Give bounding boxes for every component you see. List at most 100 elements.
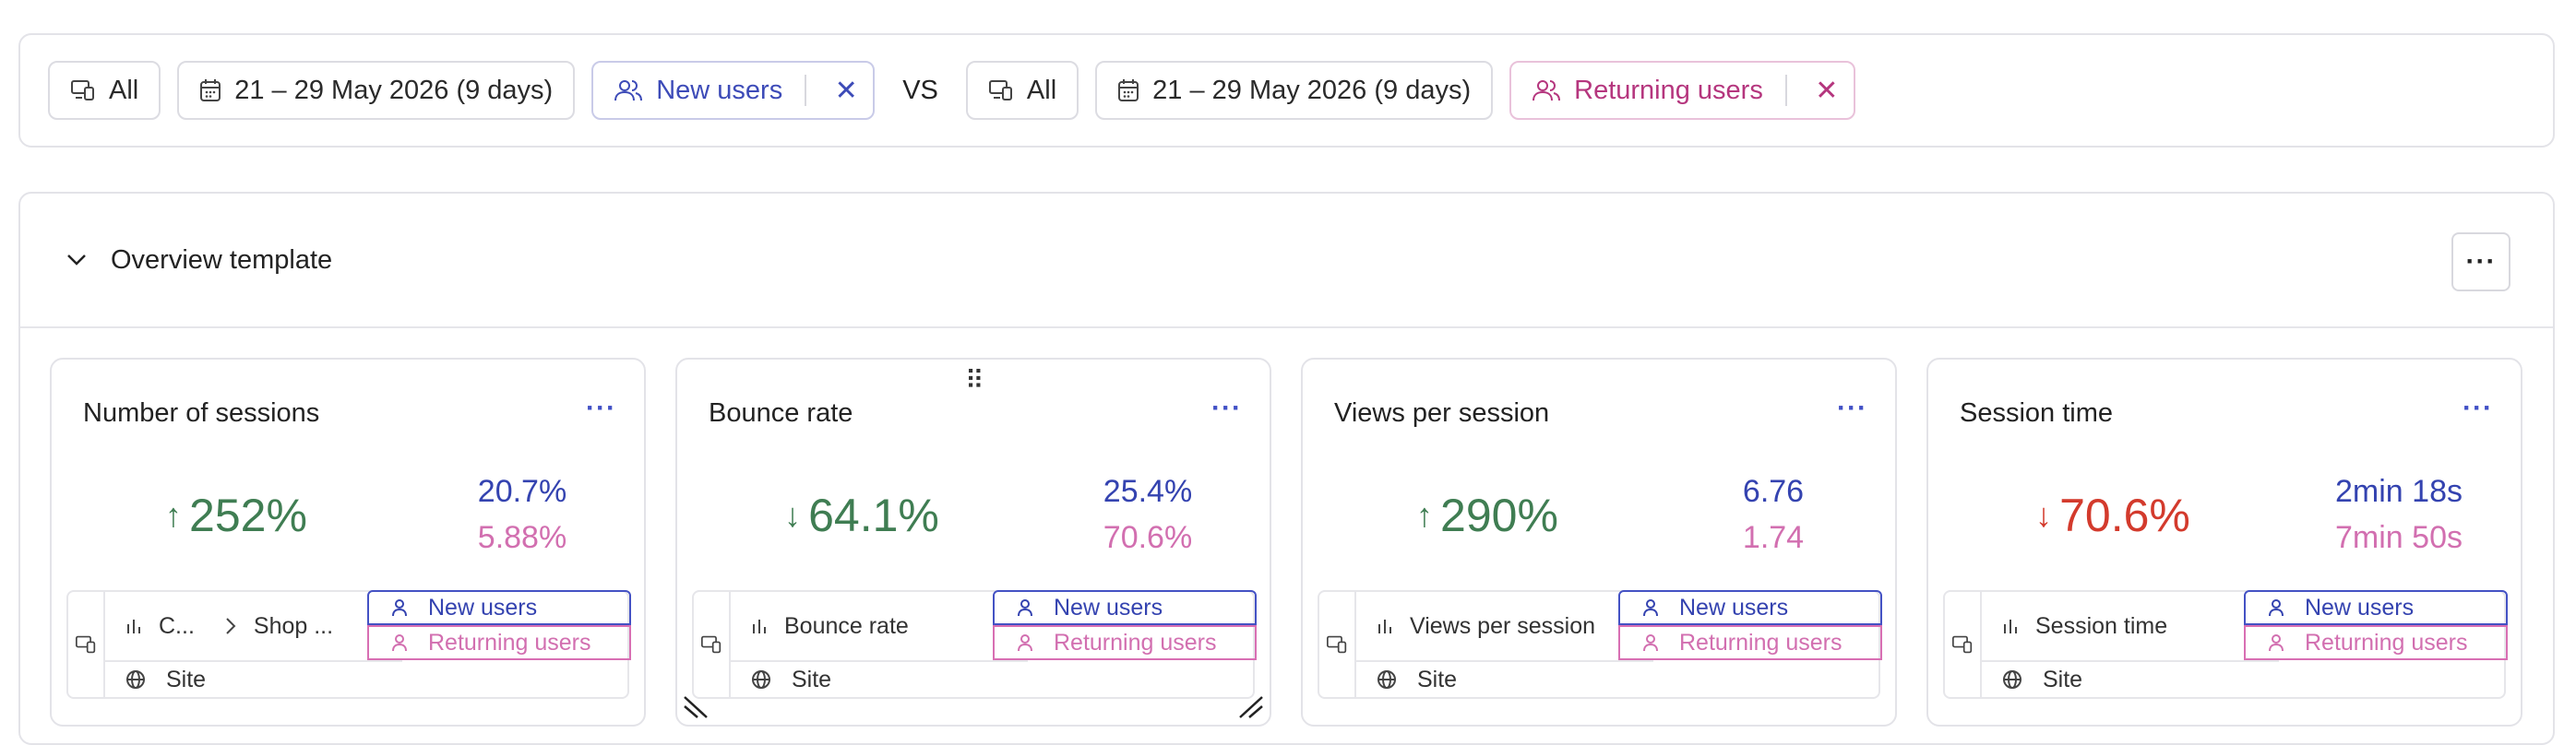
scope-label: Site: [166, 666, 207, 692]
delta-text: 70.6%: [2059, 490, 2190, 541]
remove-segment-close-icon[interactable]: ✕: [1815, 75, 1839, 106]
date-filter-right[interactable]: 21 – 29 May 2026 (9 days): [1095, 61, 1494, 120]
metric-cell[interactable]: Session time: [1982, 592, 2279, 662]
value-returning-users: 70.6%: [1103, 520, 1193, 555]
segment-label: New users: [428, 594, 538, 621]
segment-filter-returning-users[interactable]: Returning users ✕: [1509, 61, 1855, 120]
card-more-button[interactable]: ···: [1837, 393, 1867, 423]
metric-label: Views per session: [1410, 612, 1596, 639]
query-summary: Bounce rate New users Returning users Si…: [692, 590, 1257, 699]
segment-returning-users[interactable]: Returning users: [1618, 625, 1882, 660]
card-more-button[interactable]: ···: [1211, 393, 1242, 423]
metric-cell[interactable]: Bounce rate: [731, 592, 1028, 662]
device-icon: [1952, 635, 1973, 654]
segment-label: New users: [1054, 594, 1163, 621]
user-icon: [392, 599, 407, 617]
metric-card-views-per-session: Views per session ··· ↑ 290% 6.76 1.74 V…: [1301, 358, 1897, 727]
device-filter-label: All: [1026, 75, 1057, 105]
device-cell: [68, 592, 105, 697]
scope-label: Site: [1417, 666, 1458, 692]
user-icon: [1018, 599, 1032, 617]
chevron-right-icon: [226, 618, 236, 634]
arrow-up-icon: ↑: [1416, 496, 1434, 534]
metric-card-sessions: Number of sessions ··· ↑ 252% 20.7% 5.88…: [50, 358, 646, 727]
bar-chart-icon: [127, 620, 140, 633]
chip-divider: [805, 75, 807, 106]
scope-cell[interactable]: Site: [105, 662, 627, 697]
user-icon: [1018, 634, 1032, 652]
device-filter-left[interactable]: All: [48, 61, 161, 120]
device-icon: [71, 80, 94, 101]
remove-segment-close-icon[interactable]: ✕: [834, 75, 858, 106]
scope-label: Site: [2043, 666, 2083, 692]
date-filter-label: 21 – 29 May 2026 (9 days): [234, 75, 554, 105]
date-filter-left[interactable]: 21 – 29 May 2026 (9 days): [177, 61, 576, 120]
query-summary: Session time New users Returning users S…: [1943, 590, 2508, 699]
user-icon: [1643, 634, 1658, 652]
vs-label: VS: [902, 75, 938, 105]
card-title: Views per session: [1334, 398, 1550, 428]
segment-returning-users[interactable]: Returning users: [367, 625, 631, 660]
users-icon: [1532, 80, 1561, 101]
globe-icon: [1377, 670, 1396, 689]
user-icon: [2269, 634, 2284, 652]
arrow-up-icon: ↑: [165, 496, 183, 534]
drag-handle-icon[interactable]: ⠿: [965, 366, 984, 395]
resize-handle-right-icon[interactable]: [1236, 692, 1264, 719]
segment-label: New users: [1679, 594, 1789, 621]
segment-filter-new-users[interactable]: New users ✕: [591, 61, 876, 120]
delta-value: ↑ 290%: [1303, 489, 1672, 542]
value-returning-users: 5.88%: [477, 520, 567, 555]
device-filter-right[interactable]: All: [965, 61, 1079, 120]
globe-icon: [752, 670, 770, 689]
segment-returning-users[interactable]: Returning users: [993, 625, 1257, 660]
segment-new-users[interactable]: New users: [993, 590, 1257, 625]
resize-handle-left-icon[interactable]: [683, 692, 710, 719]
bar-chart-icon: [753, 620, 766, 633]
device-icon: [701, 635, 722, 654]
arrow-down-icon: ↓: [2035, 496, 2053, 534]
query-summary: Views per session New users Returning us…: [1318, 590, 1882, 699]
overview-header[interactable]: Overview template ···: [20, 194, 2553, 328]
scope-cell[interactable]: Site: [1356, 662, 1878, 697]
value-new-users: 20.7%: [477, 474, 567, 509]
segment-new-users[interactable]: New users: [2244, 590, 2508, 625]
card-title: Number of sessions: [83, 398, 320, 428]
calendar-icon: [200, 79, 221, 101]
user-icon: [2269, 599, 2284, 617]
query-summary: C... Shop ... New users Returning users …: [66, 590, 631, 699]
device-cell: [694, 592, 731, 697]
device-icon: [1327, 635, 1347, 654]
users-icon: [614, 80, 643, 101]
card-more-button[interactable]: ···: [2463, 393, 2493, 423]
segment-label: Returning users: [1679, 629, 1843, 656]
card-title: Session time: [1960, 398, 2114, 428]
scope-cell[interactable]: Site: [731, 662, 1253, 697]
metric-cell[interactable]: C... Shop ...: [105, 592, 402, 662]
bar-chart-icon: [1378, 620, 1391, 633]
segment-new-users[interactable]: New users: [367, 590, 631, 625]
metric-cell[interactable]: Views per session: [1356, 592, 1653, 662]
metric-label: Session time: [2035, 612, 2168, 639]
chevron-down-icon[interactable]: [66, 254, 87, 266]
device-filter-label: All: [109, 75, 139, 105]
user-icon: [392, 634, 407, 652]
segment-returning-users[interactable]: Returning users: [2244, 625, 2508, 660]
overview-more-button[interactable]: ···: [2451, 232, 2510, 291]
delta-value: ↓ 64.1%: [677, 489, 1046, 542]
segment-new-users[interactable]: New users: [1618, 590, 1882, 625]
globe-icon: [126, 670, 145, 689]
segment-label: Returning users: [1054, 629, 1217, 656]
card-more-button[interactable]: ···: [586, 393, 616, 423]
scope-cell[interactable]: Site: [1982, 662, 2504, 697]
value-returning-users: 7min 50s: [2335, 520, 2463, 555]
segment-label: New users: [2305, 594, 2415, 621]
arrow-down-icon: ↓: [784, 496, 802, 534]
metric-label: Bounce rate: [784, 612, 909, 639]
value-new-users: 25.4%: [1103, 474, 1193, 509]
device-cell: [1319, 592, 1356, 697]
delta-value: ↓ 70.6%: [1928, 489, 2297, 542]
delta-text: 64.1%: [808, 490, 939, 541]
date-filter-label: 21 – 29 May 2026 (9 days): [1152, 75, 1472, 105]
globe-icon: [2003, 670, 2021, 689]
